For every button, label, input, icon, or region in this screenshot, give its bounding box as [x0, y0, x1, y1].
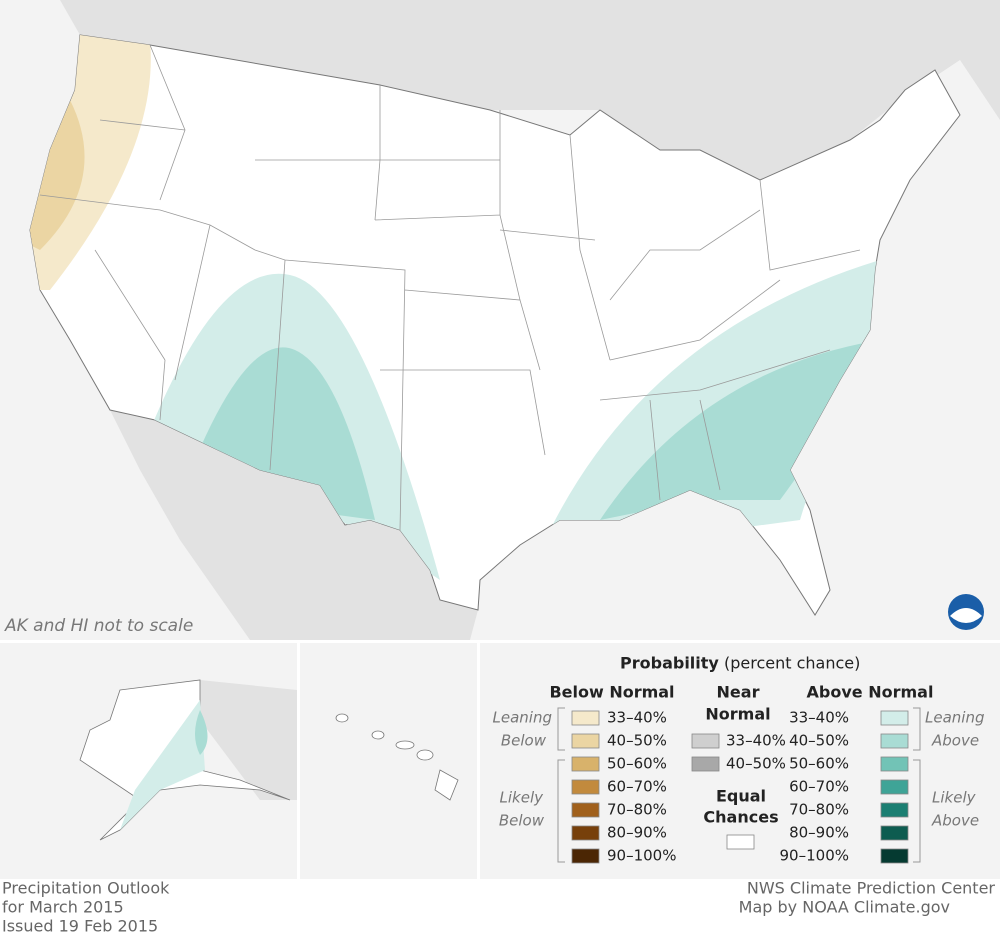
legend-swatch [691, 756, 720, 772]
legend-title: Probability [620, 654, 719, 673]
legend-swatch [571, 756, 600, 772]
legend-swatch [726, 834, 755, 850]
legend-swatch [880, 802, 909, 818]
likely-below-label: Below [499, 812, 545, 830]
equal-heading: Equal [716, 787, 766, 806]
equal-heading: Chances [703, 808, 778, 827]
legend-label: 50–60% [607, 755, 667, 773]
legend-label: 70–80% [607, 801, 667, 819]
legend-swatch [571, 733, 600, 749]
legend-label: 33–40% [726, 732, 786, 750]
leaning-below-label: Leaning [493, 709, 552, 727]
legend-label: 33–40% [789, 709, 849, 727]
mexico [110, 410, 478, 640]
legend-swatch [571, 710, 600, 726]
alaska-leaning-above [120, 700, 205, 830]
footer-right: NWS Climate Prediction Center [747, 879, 996, 898]
noaa-logo-gull [950, 608, 982, 623]
legend-swatch [880, 848, 909, 864]
above-heading: Above Normal [807, 683, 934, 702]
likely-above-label: Likely [932, 789, 977, 807]
legend-label: 90–100% [607, 847, 676, 865]
legend-swatch [880, 825, 909, 841]
legend-brackets [557, 707, 921, 863]
near-heading: Normal [705, 705, 770, 724]
leaning-above-label: Above [931, 732, 979, 750]
canada [60, 0, 1000, 180]
legend-label: 40–50% [726, 755, 786, 773]
legend-label: 80–90% [607, 824, 667, 842]
legend-title-suffix: (percent chance) [724, 654, 860, 673]
leaning-below-label: Below [501, 732, 547, 750]
near-heading: Near [717, 683, 760, 702]
legend-swatch [880, 733, 909, 749]
alaska-above-40-50 [195, 710, 208, 755]
legend-swatch [880, 779, 909, 795]
hawaii [335, 713, 459, 801]
above-40-50-se [600, 340, 880, 520]
legend-label: 50–60% [789, 755, 849, 773]
leaning-above-label: Leaning [925, 709, 984, 727]
legend-swatch [571, 802, 600, 818]
likely-below-label: Likely [500, 789, 545, 807]
legend-label: 40–50% [607, 732, 667, 750]
canada-inset [200, 680, 297, 800]
legend-label: 70–80% [789, 801, 849, 819]
footer-left: Issued 19 Feb 2015 [2, 917, 158, 936]
legend-label: 60–70% [607, 778, 667, 796]
legend-swatch [880, 710, 909, 726]
likely-above-label: Above [931, 812, 979, 830]
footer-left: for March 2015 [2, 898, 124, 917]
legend: Probability (percent chance) Below Norma… [493, 654, 985, 865]
legend-swatch [571, 825, 600, 841]
legend-label: 90–100% [780, 847, 849, 865]
legend-label: 80–90% [789, 824, 849, 842]
legend-label: 60–70% [789, 778, 849, 796]
legend-swatch [880, 756, 909, 772]
footer-left: Precipitation Outlook [2, 879, 170, 898]
legend-swatch [571, 779, 600, 795]
hawaii-panel [300, 643, 477, 879]
scale-note: AK and HI not to scale [4, 616, 193, 636]
state-lines [39, 44, 861, 531]
footer-right: Map by NOAA Climate.gov [739, 898, 950, 917]
legend-swatch [571, 848, 600, 864]
legend-label: 33–40% [607, 709, 667, 727]
legend-label: 40–50% [789, 732, 849, 750]
legend-swatch [691, 733, 720, 749]
below-heading: Below Normal [549, 683, 674, 702]
